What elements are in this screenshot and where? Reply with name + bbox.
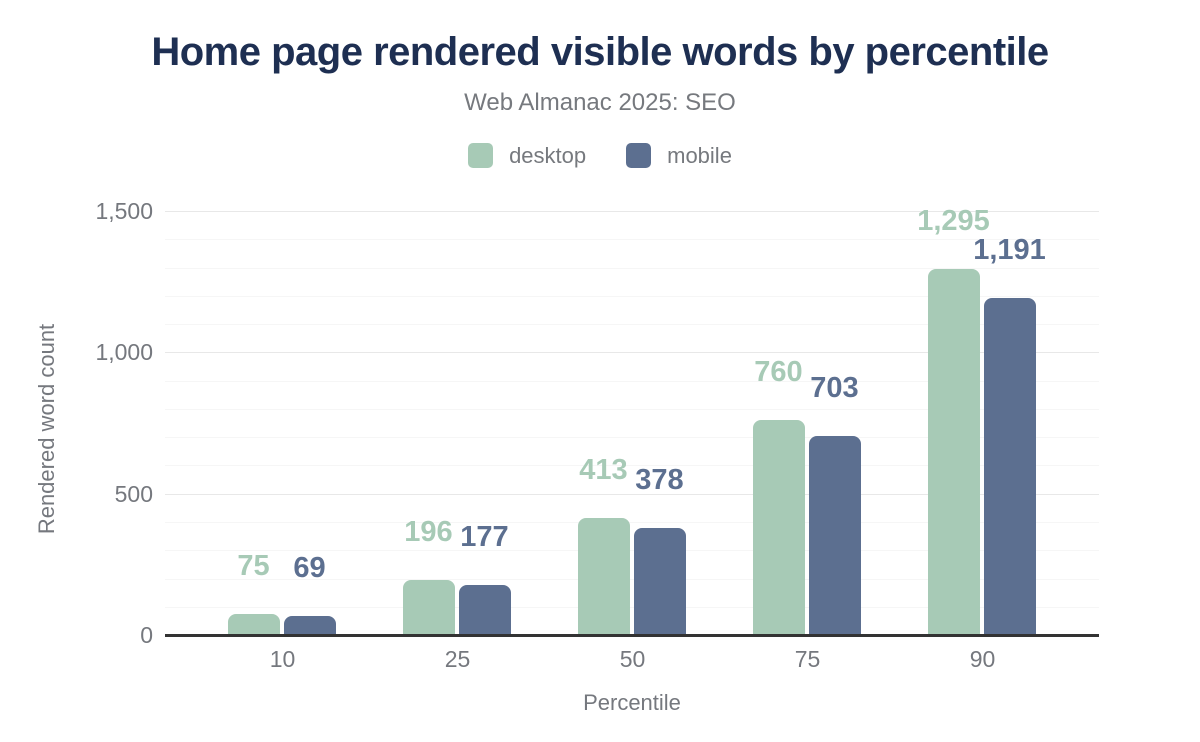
x-tick-label: 10 bbox=[269, 646, 296, 672]
value-label-mobile-p10: 69 bbox=[293, 552, 326, 584]
minor-gridline bbox=[165, 522, 1099, 523]
minor-gridline bbox=[165, 465, 1099, 467]
bar-desktop-p50[interactable] bbox=[577, 518, 630, 635]
y-tick-label: 500 bbox=[114, 480, 153, 507]
minor-gridline bbox=[165, 408, 1099, 410]
legend-item-mobile[interactable]: mobile bbox=[626, 143, 732, 168]
value-label-desktop-p25: 196 bbox=[404, 516, 453, 548]
bar-mobile-p10[interactable] bbox=[283, 616, 336, 635]
legend: desktop mobile bbox=[0, 143, 1200, 168]
chart-title: Home page rendered visible words by perc… bbox=[151, 30, 1049, 74]
bar-desktop-p10[interactable] bbox=[227, 614, 280, 635]
x-tick-label: 25 bbox=[444, 646, 471, 672]
bar-desktop-p75[interactable] bbox=[752, 420, 805, 635]
minor-gridline bbox=[165, 606, 1099, 608]
minor-gridline bbox=[165, 324, 1099, 326]
major-gridline bbox=[165, 211, 1099, 213]
minor-gridline bbox=[165, 295, 1099, 297]
bar-mobile-p25[interactable] bbox=[458, 585, 511, 635]
value-label-desktop-p50: 413 bbox=[579, 454, 628, 486]
bar-mobile-p90[interactable] bbox=[983, 298, 1036, 635]
bar-mobile-p50[interactable] bbox=[633, 528, 686, 635]
y-tick-label: 1,500 bbox=[95, 198, 153, 225]
minor-gridline bbox=[165, 437, 1099, 439]
x-tick-label: 90 bbox=[969, 646, 996, 672]
value-label-mobile-p90: 1,191 bbox=[973, 234, 1046, 266]
minor-gridline bbox=[165, 550, 1099, 552]
y-tick-label: 1,000 bbox=[95, 339, 153, 366]
value-label-desktop-p90: 1,295 bbox=[917, 205, 990, 237]
legend-swatch-mobile bbox=[626, 143, 652, 168]
value-label-mobile-p50: 378 bbox=[635, 464, 684, 496]
minor-gridline bbox=[165, 578, 1099, 580]
x-axis-title: Percentile bbox=[583, 690, 681, 715]
x-axis-line bbox=[165, 634, 1099, 637]
bar-desktop-p25[interactable] bbox=[402, 580, 455, 635]
y-axis-title: Rendered word count bbox=[34, 323, 59, 535]
legend-item-desktop[interactable]: desktop bbox=[468, 143, 586, 168]
minor-gridline bbox=[165, 380, 1099, 382]
legend-swatch-desktop bbox=[468, 143, 494, 168]
chart-subtitle: Web Almanac 2025: SEO bbox=[464, 89, 736, 116]
bar-mobile-p75[interactable] bbox=[808, 436, 861, 635]
x-tick-label: 75 bbox=[794, 646, 821, 672]
value-label-mobile-p25: 177 bbox=[460, 521, 509, 553]
bar-desktop-p90[interactable] bbox=[927, 269, 980, 635]
value-label-desktop-p10: 75 bbox=[237, 550, 270, 582]
legend-label: desktop bbox=[509, 143, 587, 168]
major-gridline bbox=[165, 493, 1099, 495]
legend-label: mobile bbox=[667, 143, 732, 168]
x-tick-label: 50 bbox=[619, 646, 646, 672]
major-gridline bbox=[165, 352, 1099, 354]
value-label-mobile-p75: 703 bbox=[810, 372, 859, 404]
minor-gridline bbox=[165, 267, 1099, 269]
value-label-desktop-p75: 760 bbox=[754, 356, 803, 388]
minor-gridline bbox=[165, 239, 1099, 241]
y-tick-label: 0 bbox=[140, 622, 153, 648]
